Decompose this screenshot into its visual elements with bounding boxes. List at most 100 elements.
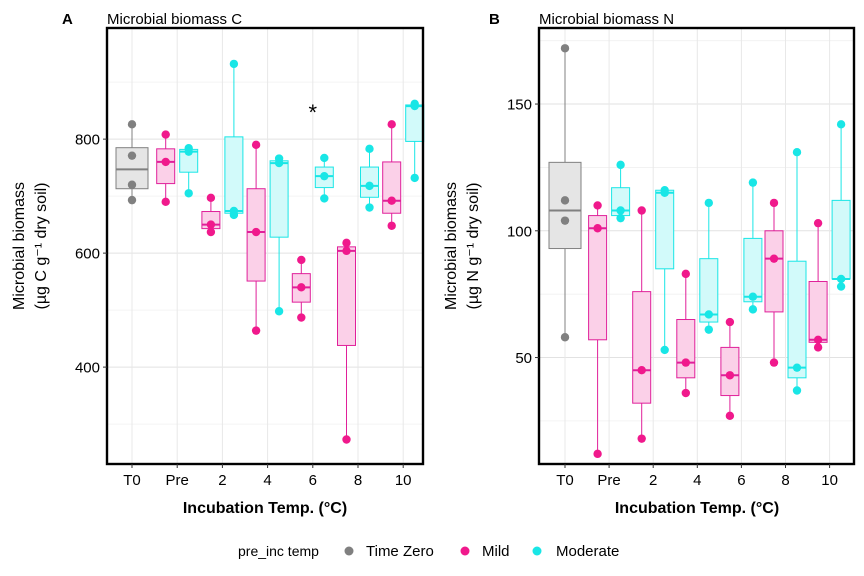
- data-point: [813, 335, 823, 344]
- y-axis-title-a-line1: Microbial biomass: [11, 182, 28, 310]
- data-point: [206, 220, 216, 229]
- plot-area-a: *: [107, 28, 425, 464]
- box-mild-2: [632, 206, 652, 443]
- data-point: [681, 269, 690, 279]
- x-tick-label: Pre: [166, 472, 189, 489]
- legend-label-mild: Mild: [482, 543, 510, 560]
- data-point: [660, 188, 669, 197]
- box-iqr: [808, 280, 828, 343]
- y-axis-title-b-line2: (µg N g⁻¹ dry soil): [465, 182, 482, 309]
- x-axis-a: T0 Pre 2 4 6 8 10: [123, 464, 412, 489]
- box-moderate-6: [314, 153, 334, 203]
- data-point: [593, 224, 602, 233]
- box-mild-8: [764, 198, 784, 367]
- data-point: [637, 206, 646, 215]
- x-tick-label: Pre: [597, 472, 620, 489]
- y-axis-title-a-line2: (µg C g⁻¹ dry soil): [33, 182, 50, 309]
- box-iqr: [787, 260, 807, 379]
- box-iqr: [269, 160, 289, 238]
- data-point: [593, 201, 602, 210]
- data-point: [616, 160, 625, 170]
- box-time_zero-T0: [548, 44, 582, 342]
- data-point: [274, 307, 284, 316]
- legend-label-moderate: Moderate: [556, 543, 619, 560]
- panel-b: B Microbial biomass N 50 100 150 T0 Pre 2 4 6 8…: [443, 11, 856, 517]
- data-point: [320, 194, 329, 203]
- data-point: [206, 193, 216, 203]
- data-point: [681, 358, 690, 367]
- x-tick-label: 10: [395, 472, 412, 489]
- data-point: [836, 282, 846, 291]
- plot-frame-b: [537, 26, 856, 466]
- box-iqr: [405, 104, 425, 142]
- box-moderate-4: [269, 154, 289, 316]
- data-point: [229, 59, 239, 69]
- data-point: [127, 180, 137, 189]
- data-point: [410, 101, 419, 111]
- box-moderate-6: [743, 178, 763, 314]
- data-point: [560, 333, 570, 342]
- data-point: [297, 313, 306, 322]
- data-point: [792, 363, 802, 372]
- data-point: [769, 358, 779, 367]
- data-point: [342, 435, 351, 444]
- x-tick-label: 10: [821, 472, 838, 489]
- data-point: [297, 283, 306, 292]
- data-point: [320, 171, 329, 181]
- plot-area-b: [539, 28, 854, 464]
- panel-a: A Microbial biomass C * 400 600 800 T0 Pre 2…: [11, 11, 425, 517]
- y-axis-title-b-line1: Microbial biomass: [443, 182, 460, 310]
- box-iqr: [831, 199, 851, 280]
- panel-title-a: Microbial biomass C: [107, 11, 242, 28]
- data-point: [748, 178, 758, 187]
- x-tick-label: 6: [737, 472, 745, 489]
- data-point: [251, 140, 261, 150]
- box-moderate-Pre: [611, 160, 631, 223]
- x-axis-title-b: Incubation Temp. (°C): [615, 500, 779, 517]
- box-mild-6: [720, 317, 740, 421]
- box-iqr: [588, 215, 608, 341]
- box-mild-4: [676, 269, 696, 398]
- data-point: [813, 218, 823, 228]
- data-point: [229, 210, 239, 220]
- x-tick-label: 4: [693, 472, 701, 489]
- data-point: [769, 198, 779, 208]
- y-tick-label: 600: [75, 246, 100, 263]
- data-point: [748, 292, 758, 301]
- data-point: [813, 343, 823, 352]
- data-point: [792, 148, 802, 157]
- data-point: [637, 366, 646, 375]
- data-point: [342, 246, 351, 256]
- data-point: [387, 221, 396, 230]
- y-tick-label: 400: [75, 360, 100, 377]
- data-point: [704, 198, 713, 208]
- data-point: [297, 255, 306, 265]
- data-point: [127, 195, 137, 205]
- data-point: [387, 120, 396, 129]
- legend-key-time-zero: [344, 546, 354, 556]
- plot-frame-a: [105, 26, 425, 466]
- y-tick-label: 800: [75, 132, 100, 149]
- data-point: [206, 227, 216, 237]
- data-point: [725, 371, 735, 380]
- data-point: [637, 434, 646, 443]
- y-axis-b: 50 100 150: [507, 97, 539, 367]
- data-point: [342, 238, 351, 248]
- box-moderate-8: [787, 148, 807, 395]
- data-point: [387, 196, 396, 205]
- panel-label-a: A: [62, 11, 73, 28]
- box-iqr: [156, 148, 176, 185]
- data-point: [161, 197, 170, 207]
- y-axis-a: 400 600 800: [75, 132, 107, 377]
- y-tick-label: 100: [507, 223, 532, 240]
- data-point: [704, 310, 713, 319]
- x-tick-label: T0: [123, 472, 141, 489]
- data-point: [161, 130, 170, 139]
- box-moderate-10: [831, 120, 851, 291]
- data-point: [616, 206, 625, 215]
- data-point: [769, 254, 779, 263]
- box-iqr: [699, 258, 719, 323]
- panel-title-b: Microbial biomass N: [539, 11, 674, 28]
- box-moderate-10: [405, 99, 425, 183]
- data-point: [560, 216, 570, 225]
